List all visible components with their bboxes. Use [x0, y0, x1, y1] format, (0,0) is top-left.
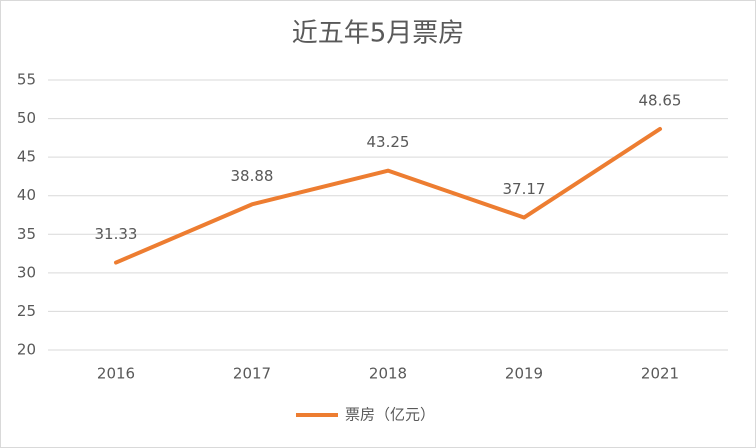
y-tick-label: 35	[17, 225, 36, 243]
chart-title: 近五年5月票房	[292, 19, 465, 49]
y-tick-label: 25	[17, 302, 36, 320]
y-tick-label: 20	[17, 341, 36, 359]
data-label: 37.17	[503, 180, 546, 198]
data-label: 48.65	[639, 91, 682, 109]
data-label: 38.88	[231, 167, 274, 185]
legend-label: 票房（亿元）	[345, 406, 435, 424]
x-tick-label: 2016	[97, 365, 135, 383]
y-tick-label: 55	[17, 71, 36, 89]
data-label: 43.25	[367, 133, 410, 151]
y-tick-label: 50	[17, 109, 36, 127]
data-label: 31.33	[95, 225, 138, 243]
y-tick-label: 40	[17, 186, 36, 204]
x-tick-label: 2018	[369, 365, 407, 383]
data-line	[114, 126, 662, 265]
x-tick-label: 2021	[641, 365, 679, 383]
y-tick-label: 45	[17, 148, 36, 166]
x-tick-label: 2019	[505, 365, 543, 383]
x-tick-label: 2017	[233, 365, 271, 383]
y-tick-label: 30	[17, 263, 36, 281]
